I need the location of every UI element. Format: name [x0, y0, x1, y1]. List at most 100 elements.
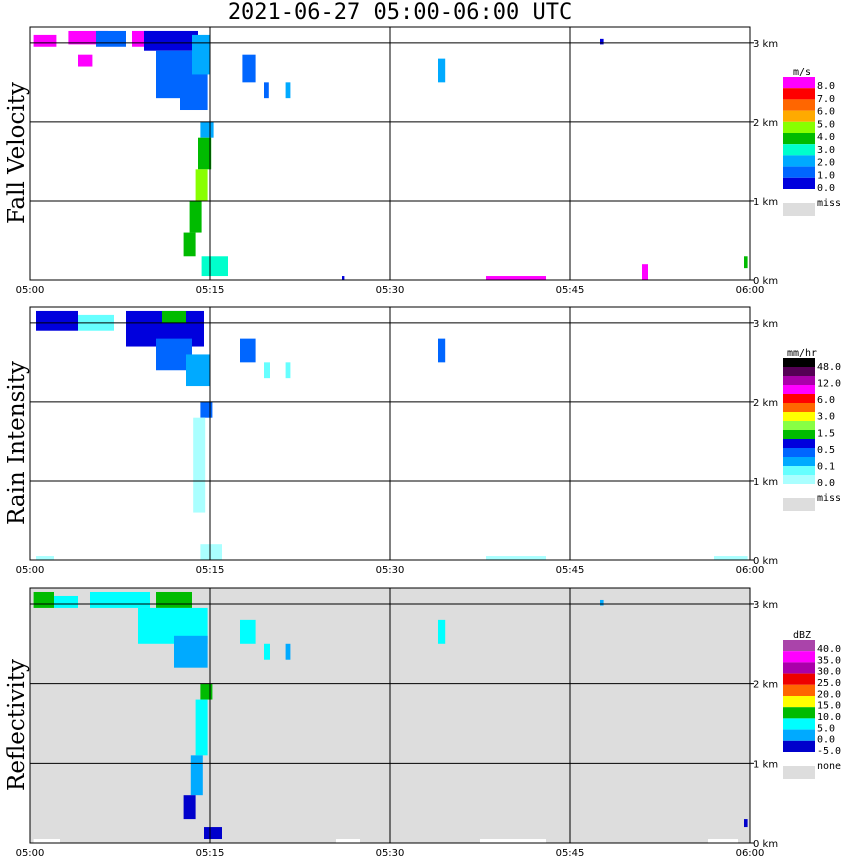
- x-tick-label: 06:00: [736, 565, 765, 576]
- data-cell: [36, 310, 78, 331]
- legend-label: 5.0: [817, 723, 835, 734]
- data-cell: [264, 362, 270, 379]
- legend-swatch: [783, 421, 815, 430]
- legend-label: 7.0: [817, 94, 835, 105]
- data-cell: [285, 362, 291, 379]
- data-cell: [744, 819, 748, 828]
- legend-swatch: [783, 99, 815, 111]
- legend-swatch: [783, 88, 815, 100]
- legend-swatch: [783, 177, 815, 189]
- legend-missing-label: miss: [817, 198, 841, 209]
- legend-swatch: [783, 640, 815, 652]
- x-tick-label: 05:30: [376, 565, 405, 576]
- legend-missing-label: miss: [817, 493, 841, 504]
- x-tick-label: 05:30: [376, 848, 405, 859]
- data-cell: [708, 839, 738, 843]
- data-cell: [33, 34, 57, 47]
- legend-swatch: [783, 475, 815, 484]
- legend-swatch: [783, 367, 815, 376]
- legend-label: 8.0: [817, 81, 835, 92]
- legend-swatch: [783, 412, 815, 421]
- legend-label: 5.0: [817, 119, 835, 130]
- data-cell: [642, 264, 648, 280]
- data-cell: [200, 683, 213, 700]
- y-tick-label: 2 km: [753, 398, 778, 409]
- data-cell: [744, 256, 748, 269]
- legend-swatch: [783, 740, 815, 752]
- x-tick-label: 05:00: [16, 285, 45, 296]
- data-cell: [240, 338, 256, 363]
- data-cell: [144, 30, 198, 51]
- x-tick-label: 05:00: [16, 848, 45, 859]
- x-tick-label: 05:00: [16, 565, 45, 576]
- panel-border: [29, 26, 751, 281]
- legend-label: 1.5: [817, 428, 835, 439]
- y-tick-label: 1 km: [753, 197, 778, 208]
- legend-label: 1.0: [817, 170, 835, 181]
- y-tick-label: 1 km: [753, 477, 778, 488]
- data-cell: [162, 310, 186, 323]
- legend-label: 3.0: [817, 412, 835, 423]
- legend-label: 25.0: [817, 678, 841, 689]
- legend-unit: mm/hr: [787, 348, 817, 359]
- legend-missing-swatch: [783, 498, 815, 511]
- data-cell: [486, 276, 546, 280]
- legend-swatch: [783, 696, 815, 708]
- data-cell: [714, 556, 748, 560]
- data-cell: [438, 58, 446, 83]
- legend-label: 0.0: [817, 183, 835, 194]
- legend-label: 6.0: [817, 107, 835, 118]
- data-cell: [33, 591, 54, 608]
- y-tick-label: 3 km: [753, 39, 778, 50]
- data-cell: [186, 354, 210, 387]
- legend-label: 6.0: [817, 395, 835, 406]
- legend-label: 0.1: [817, 461, 835, 472]
- data-cell: [240, 619, 256, 644]
- data-cell: [438, 338, 446, 363]
- data-cell: [36, 556, 54, 560]
- legend-swatch: [783, 77, 815, 89]
- y-tick-label: 0 km: [753, 839, 778, 850]
- panel-label-reflectivity: Reflectivity: [4, 659, 30, 791]
- data-cell: [342, 276, 345, 280]
- data-cell: [195, 169, 208, 201]
- legend-label: 12.0: [817, 379, 841, 390]
- data-cell: [600, 599, 604, 606]
- x-tick-label: 05:45: [556, 565, 585, 576]
- legend-swatch: [783, 358, 815, 367]
- data-cell: [438, 619, 446, 644]
- legend-swatch: [783, 133, 815, 145]
- legend-missing-swatch: [783, 203, 815, 216]
- panel-label-rain-intensity: Rain Intensity: [4, 361, 30, 525]
- legend-swatch: [783, 466, 815, 475]
- legend-swatch: [783, 166, 815, 178]
- data-cell: [78, 54, 93, 67]
- legend-label: 48.0: [817, 362, 841, 373]
- data-cell: [193, 417, 206, 513]
- data-cell: [264, 643, 270, 660]
- legend-label: 0.0: [817, 478, 835, 489]
- legend-swatch: [783, 385, 815, 394]
- data-cell: [200, 121, 214, 138]
- legend-swatch: [783, 430, 815, 439]
- data-cell: [183, 232, 196, 257]
- legend-swatch: [783, 439, 815, 448]
- legend-label: 10.0: [817, 712, 841, 723]
- data-cell: [33, 839, 60, 843]
- data-cell: [198, 137, 212, 170]
- legend-label: 20.0: [817, 689, 841, 700]
- legend-label: 4.0: [817, 132, 835, 143]
- legend-label: 2.0: [817, 158, 835, 169]
- x-tick-label: 05:15: [196, 565, 225, 576]
- legend-label: 3.0: [817, 145, 835, 156]
- data-cell: [189, 200, 202, 233]
- legend-missing-label: none: [817, 761, 841, 772]
- legend-swatch: [783, 718, 815, 730]
- data-cell: [195, 699, 208, 756]
- y-tick-label: 3 km: [753, 600, 778, 611]
- chart-title: 2021-06-27 05:00-06:00 UTC: [227, 0, 573, 25]
- data-cell: [174, 635, 208, 668]
- legend-swatch: [783, 457, 815, 466]
- data-cell: [600, 38, 604, 45]
- data-cell: [192, 34, 210, 75]
